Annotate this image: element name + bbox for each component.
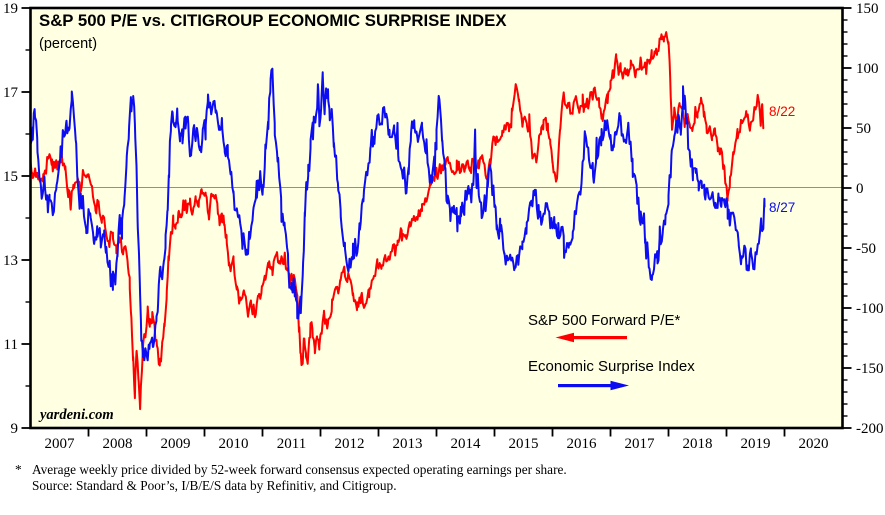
svg-text:*: * [15, 462, 22, 477]
svg-text:2012: 2012 [335, 436, 365, 452]
svg-text:2014: 2014 [451, 436, 482, 452]
svg-text:2016: 2016 [567, 436, 598, 452]
svg-text:2015: 2015 [509, 436, 539, 452]
svg-text:8/22: 8/22 [769, 104, 795, 119]
svg-text:19: 19 [3, 1, 18, 17]
svg-text:150: 150 [856, 1, 879, 17]
svg-text:2011: 2011 [277, 436, 306, 452]
svg-text:15: 15 [3, 169, 18, 185]
svg-text:-100: -100 [856, 301, 884, 317]
svg-text:yardeni.com: yardeni.com [38, 407, 114, 423]
svg-text:Average weekly price divided b: Average weekly price divided by 52-week … [32, 462, 567, 477]
svg-text:2019: 2019 [741, 436, 771, 452]
svg-text:-200: -200 [856, 421, 884, 437]
svg-text:2017: 2017 [625, 436, 656, 452]
svg-text:S&P 500 P/E vs. CITIGROUP ECON: S&P 500 P/E vs. CITIGROUP ECONOMIC SURPR… [39, 11, 507, 30]
svg-text:2013: 2013 [393, 436, 423, 452]
svg-text:0: 0 [856, 181, 864, 197]
svg-text:8/27: 8/27 [769, 200, 795, 215]
svg-text:13: 13 [3, 253, 18, 269]
svg-text:S&P 500 Forward P/E*: S&P 500 Forward P/E* [528, 312, 680, 329]
svg-text:17: 17 [3, 85, 19, 101]
svg-text:-150: -150 [856, 361, 884, 377]
svg-text:2020: 2020 [799, 436, 829, 452]
svg-text:Economic Surprise Index: Economic Surprise Index [528, 358, 695, 375]
svg-text:2010: 2010 [219, 436, 249, 452]
svg-text:50: 50 [856, 121, 871, 137]
svg-text:2009: 2009 [161, 436, 191, 452]
svg-text:11: 11 [4, 337, 18, 353]
svg-text:2007: 2007 [45, 436, 76, 452]
svg-text:(percent): (percent) [39, 36, 97, 52]
svg-text:Source: Standard & Poor’s, I/B: Source: Standard & Poor’s, I/B/E/S data … [32, 478, 397, 493]
svg-text:2008: 2008 [103, 436, 133, 452]
svg-text:-50: -50 [856, 241, 876, 257]
svg-text:2018: 2018 [683, 436, 713, 452]
svg-text:100: 100 [856, 61, 879, 77]
svg-text:9: 9 [11, 421, 19, 437]
